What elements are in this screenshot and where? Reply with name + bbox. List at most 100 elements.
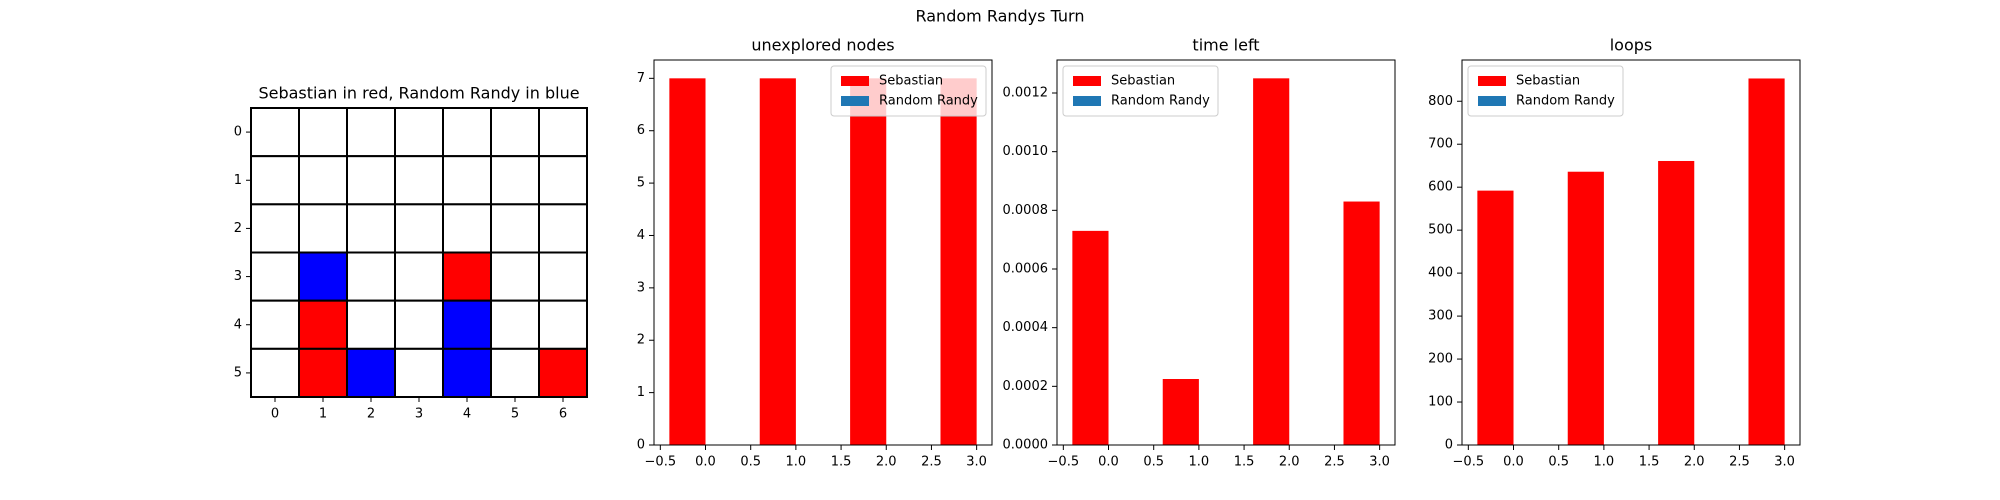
board-cell [250,203,300,254]
legend-box [1467,65,1624,117]
legend-label: Random Randy [1111,94,1210,109]
legend-label: Random Randy [879,94,978,109]
x-tick-label: 0 [271,407,279,422]
x-tick-label: 2.0 [1684,455,1705,470]
legend-swatch [1073,96,1101,106]
board-cell [298,107,348,158]
legend-label: Sebastian [879,74,943,89]
legend-box [830,65,987,117]
y-tick-label: 400 [1428,266,1453,281]
y-tick-label: 0 [1445,438,1453,453]
bar [1162,379,1199,445]
bar [669,78,706,445]
legend-swatch [841,96,869,106]
y-tick-label: 2 [637,333,645,348]
y-tick-label: 1 [234,173,242,188]
x-tick-label: −0.5 [1453,455,1485,470]
board-cell [298,155,348,206]
y-tick-label: 700 [1428,137,1453,152]
x-tick-label: 0.5 [740,455,761,470]
board-cell [442,155,492,206]
board-cell [394,203,444,254]
axes-frame [653,59,993,446]
board-cell [442,299,492,350]
board-cell [538,251,588,302]
axes-title: unexplored nodes [751,36,894,55]
x-tick-label: 0.5 [1143,455,1164,470]
x-tick-label: −0.5 [1048,455,1080,470]
board-cell [490,347,540,399]
board-cell [250,107,300,158]
y-tick-label: 0.0000 [1003,438,1049,453]
board-cell [442,107,492,158]
board-cell [298,299,348,350]
board-cell [250,155,300,206]
y-tick-label: 6 [637,123,645,138]
axes-frame [1056,59,1396,446]
board-cell [394,299,444,350]
x-tick-label: 1.5 [1639,455,1660,470]
y-tick-label: 500 [1428,223,1453,238]
y-tick-label: 0.0008 [1003,203,1049,218]
board-cell [490,107,540,158]
x-tick-label: 1.5 [831,455,852,470]
board-cell [490,299,540,350]
x-tick-label: 2.5 [1729,455,1750,470]
y-tick-label: 5 [637,176,645,191]
board-cell [538,347,588,399]
board-cell [538,299,588,350]
y-tick-label: 0.0012 [1003,86,1049,101]
y-tick-label: 5 [234,365,242,380]
x-tick-label: 1.0 [1594,455,1615,470]
y-tick-label: 4 [234,317,242,332]
bar [1567,171,1604,445]
y-tick-label: 2 [234,221,242,236]
board-cell [346,299,396,350]
y-tick-label: 1 [637,385,645,400]
y-tick-label: 3 [637,280,645,295]
board-cell [490,203,540,254]
x-tick-label: 1.5 [1234,455,1255,470]
legend-box [1062,65,1219,117]
y-tick-label: 800 [1428,94,1453,109]
x-tick-label: 1 [319,407,327,422]
axes-title: Sebastian in red, Random Randy in blue [258,84,579,103]
x-tick-label: 2.5 [921,455,942,470]
board-cell [442,203,492,254]
y-tick-label: 7 [637,71,645,86]
x-tick-label: 3.0 [1369,455,1390,470]
board-cell [346,251,396,302]
legend-label: Random Randy [1516,94,1615,109]
legend-label: Sebastian [1111,74,1175,89]
y-tick-label: 600 [1428,180,1453,195]
x-tick-label: 1.0 [786,455,807,470]
board-cell [442,251,492,302]
y-tick-label: 300 [1428,309,1453,324]
bar [1477,190,1514,445]
board-cell [490,155,540,206]
board-cell [490,251,540,302]
y-tick-label: 0.0006 [1003,262,1049,277]
board-cell [346,155,396,206]
bar [850,78,887,445]
board-cell [538,107,588,158]
board-cell [394,251,444,302]
legend-swatch [1478,76,1506,86]
x-tick-label: −0.5 [645,455,677,470]
board-cell [394,107,444,158]
board-cell [346,347,396,399]
x-tick-label: 0.0 [1503,455,1524,470]
board-cell [346,107,396,158]
y-tick-label: 0 [637,438,645,453]
legend-label: Sebastian [1516,74,1580,89]
axes-title: time left [1192,36,1259,55]
bar [1343,201,1380,445]
bar [1748,78,1785,445]
axes-frame [1461,59,1801,446]
legend-swatch [1073,76,1101,86]
x-tick-label: 5 [511,407,519,422]
x-tick-label: 2.0 [1279,455,1300,470]
figure-title: Random Randys Turn [915,7,1084,26]
